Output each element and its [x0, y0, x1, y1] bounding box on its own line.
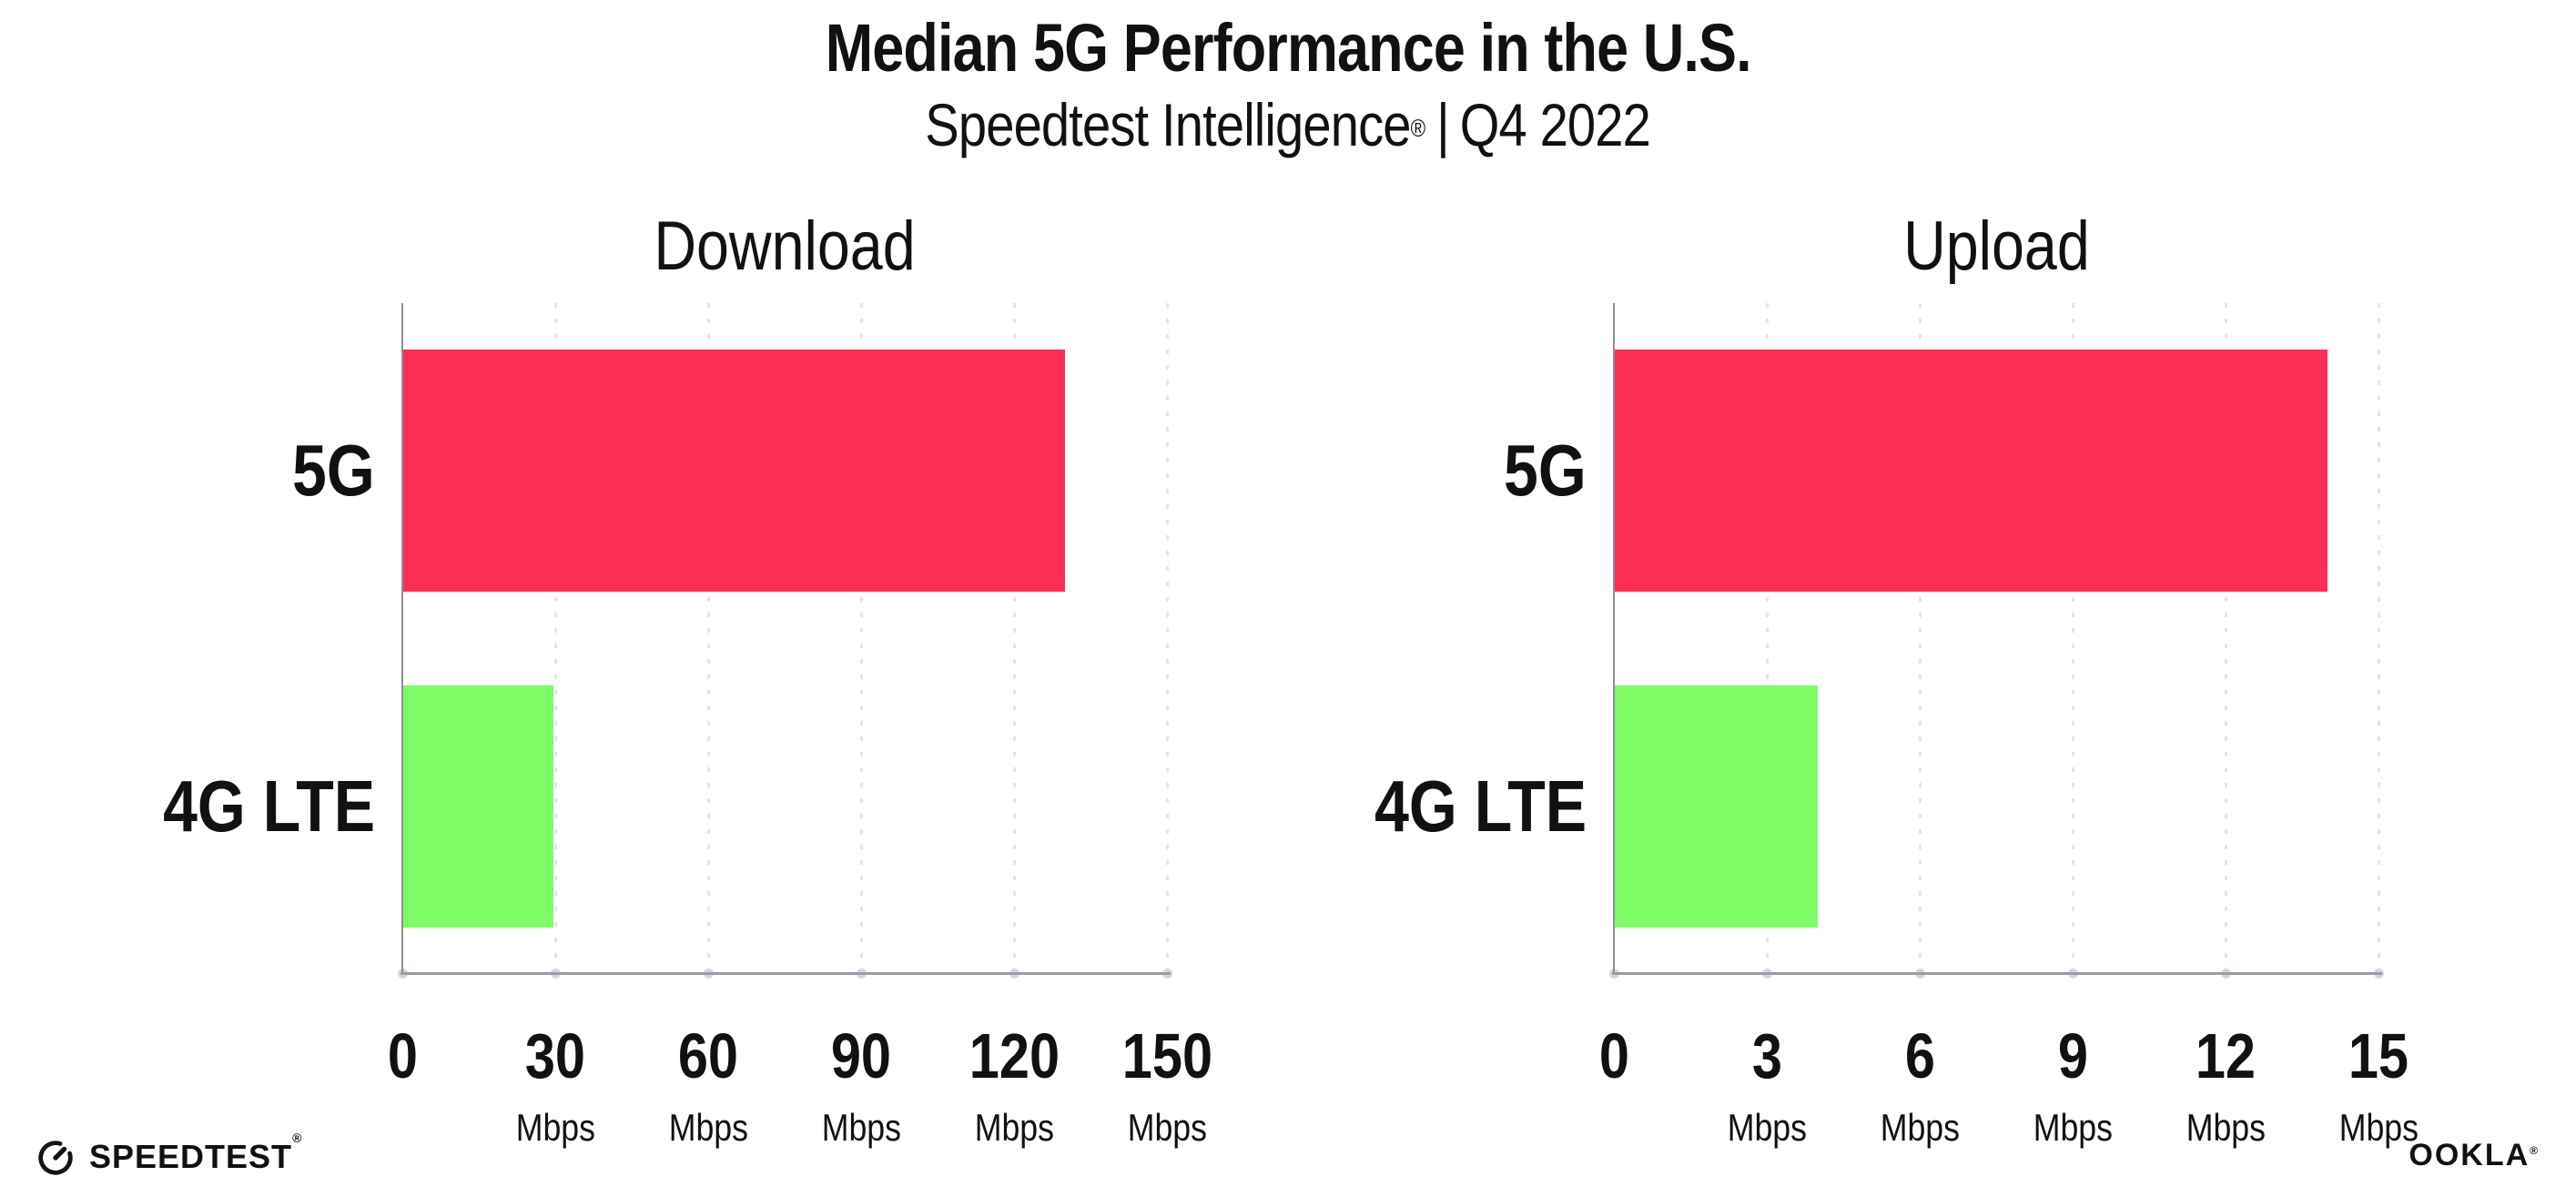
x-tick-value: 90 [830, 1020, 892, 1091]
x-tick-label: 9 [1963, 1024, 2182, 1088]
upload-plot-area: 0 3 Mbps 6 Mbps 9 Mbps 12 Mbps 15 Mbps 5G 4G LTE [1374, 303, 2419, 1147]
download-chart: Download 0 30 Mbps 60 Mbps 90 Mbps 120 Mbps 150 Mb… [163, 212, 1212, 1147]
x-axis-line [401, 972, 1171, 975]
gridline [1919, 303, 1922, 974]
upload-chart-title: Upload [1902, 208, 2090, 285]
subtitle-text: Speedtest Intelligence® | Q4 2022 [926, 95, 1652, 155]
x-tick-label: 12 [2116, 1024, 2335, 1088]
x-tick-unit-text: Mbps [821, 1106, 901, 1149]
download-chart-title: Download [654, 208, 916, 285]
x-tick-unit-text: Mbps [2338, 1106, 2419, 1149]
category-label-5g: 5G [1313, 434, 1587, 507]
x-tick-unit-text: Mbps [515, 1106, 595, 1149]
y-axis-line [401, 303, 403, 974]
speedtest-registered-mark: ® [292, 1131, 303, 1145]
x-tick-unit: Mbps [599, 1109, 817, 1147]
category-label-text: 5G [292, 430, 375, 512]
subtitle: Speedtest Intelligence® | Q4 2022 [0, 95, 2576, 155]
y-axis-line [1613, 303, 1615, 974]
x-tick-unit-text: Mbps [668, 1106, 748, 1149]
gridline [2378, 303, 2380, 974]
x-tick-value: 6 [1904, 1020, 1935, 1091]
speedtest-logo-text: SPEEDTEST® [89, 1131, 303, 1175]
x-tick-label: 120 [905, 1024, 1123, 1088]
x-tick-unit: Mbps [1658, 1109, 1876, 1147]
ookla-logo-text: OOKLA [2409, 1138, 2530, 1172]
ookla-logo: OOKLA® [2409, 1140, 2540, 1171]
x-tick-unit: Mbps [1058, 1109, 1276, 1147]
x-tick-value: 60 [677, 1020, 739, 1091]
bar-5g [1614, 350, 2328, 593]
x-tick-label: 3 [1658, 1024, 1876, 1088]
gridline [2072, 303, 2074, 974]
x-tick-unit-text: Mbps [1127, 1106, 1207, 1149]
gridline [2225, 303, 2227, 974]
gridline [554, 303, 557, 974]
page-title: Median 5G Performance in the U.S. [0, 15, 2576, 82]
x-tick-unit-text: Mbps [2033, 1106, 2113, 1149]
x-tick-value: 9 [2057, 1020, 2088, 1091]
speedtest-logo: SPEEDTEST® [35, 1131, 303, 1178]
x-tick-label: 90 [752, 1024, 970, 1088]
x-axis-line [1612, 972, 2382, 975]
x-tick-value: 12 [2195, 1020, 2257, 1091]
category-label-5g: 5G [102, 434, 375, 507]
registered-mark: ® [1410, 114, 1426, 142]
x-tick-unit-text: Mbps [974, 1106, 1054, 1149]
bar-5g [402, 350, 1065, 593]
x-tick-value: 15 [2348, 1020, 2409, 1091]
x-tick-unit: Mbps [1963, 1109, 2182, 1147]
speedtest-gauge-icon [38, 1141, 73, 1175]
x-tick-label: 0 [293, 1024, 512, 1088]
x-tick-unit: Mbps [2116, 1109, 2335, 1147]
gridline [1766, 303, 1769, 974]
x-tick-label: 6 [1810, 1024, 2029, 1088]
x-tick-unit-text: Mbps [1727, 1106, 1807, 1149]
x-tick-unit: Mbps [752, 1109, 970, 1147]
x-tick-label: 60 [599, 1024, 817, 1088]
category-label-text: 4G LTE [1374, 765, 1587, 847]
category-label-text: 5G [1504, 430, 1587, 512]
gridline [1166, 303, 1169, 974]
x-tick-value: 150 [1121, 1020, 1212, 1091]
x-tick-unit: Mbps [905, 1109, 1123, 1147]
upload-chart: Upload 0 3 Mbps 6 Mbps 9 Mbps 12 Mbps 15 Mbps 5G 4G … [1374, 212, 2419, 1147]
x-tick-unit: Mbps [446, 1109, 664, 1147]
category-label-text: 4G LTE [163, 765, 375, 847]
category-label-4g-lte: 4G LTE [102, 765, 375, 847]
subtitle-period: Q4 2022 [1460, 91, 1651, 158]
ookla-registered-mark: ® [2530, 1144, 2540, 1157]
x-tick-value: 0 [1598, 1020, 1629, 1091]
x-tick-value: 30 [524, 1020, 586, 1091]
x-tick-unit-text: Mbps [2186, 1106, 2266, 1149]
x-tick-label: 15 [2269, 1024, 2488, 1088]
gridline [860, 303, 863, 974]
category-label-4g-lte: 4G LTE [1313, 765, 1587, 847]
page-title-text: Median 5G Performance in the U.S. [825, 10, 1751, 86]
x-tick-value: 0 [387, 1020, 418, 1091]
x-tick-value: 3 [1751, 1020, 1782, 1091]
x-tick-label: 150 [1058, 1024, 1276, 1088]
x-tick-unit: Mbps [2269, 1109, 2488, 1147]
gridline [1013, 303, 1016, 974]
download-plot-area: 0 30 Mbps 60 Mbps 90 Mbps 120 Mbps 150 Mbps 5G 4G LT… [163, 303, 1212, 1147]
x-tick-value: 120 [969, 1020, 1060, 1091]
x-tick-unit: Mbps [1810, 1109, 2029, 1147]
x-tick-unit-text: Mbps [1880, 1106, 1960, 1149]
bar-4g-lte [1614, 685, 1818, 928]
gridline [707, 303, 710, 974]
bar-4g-lte [402, 685, 554, 928]
x-tick-label: 30 [446, 1024, 664, 1088]
x-tick-label: 0 [1505, 1024, 1723, 1088]
subtitle-divider: | [1436, 91, 1450, 158]
subtitle-product: Speedtest Intelligence [925, 91, 1412, 158]
